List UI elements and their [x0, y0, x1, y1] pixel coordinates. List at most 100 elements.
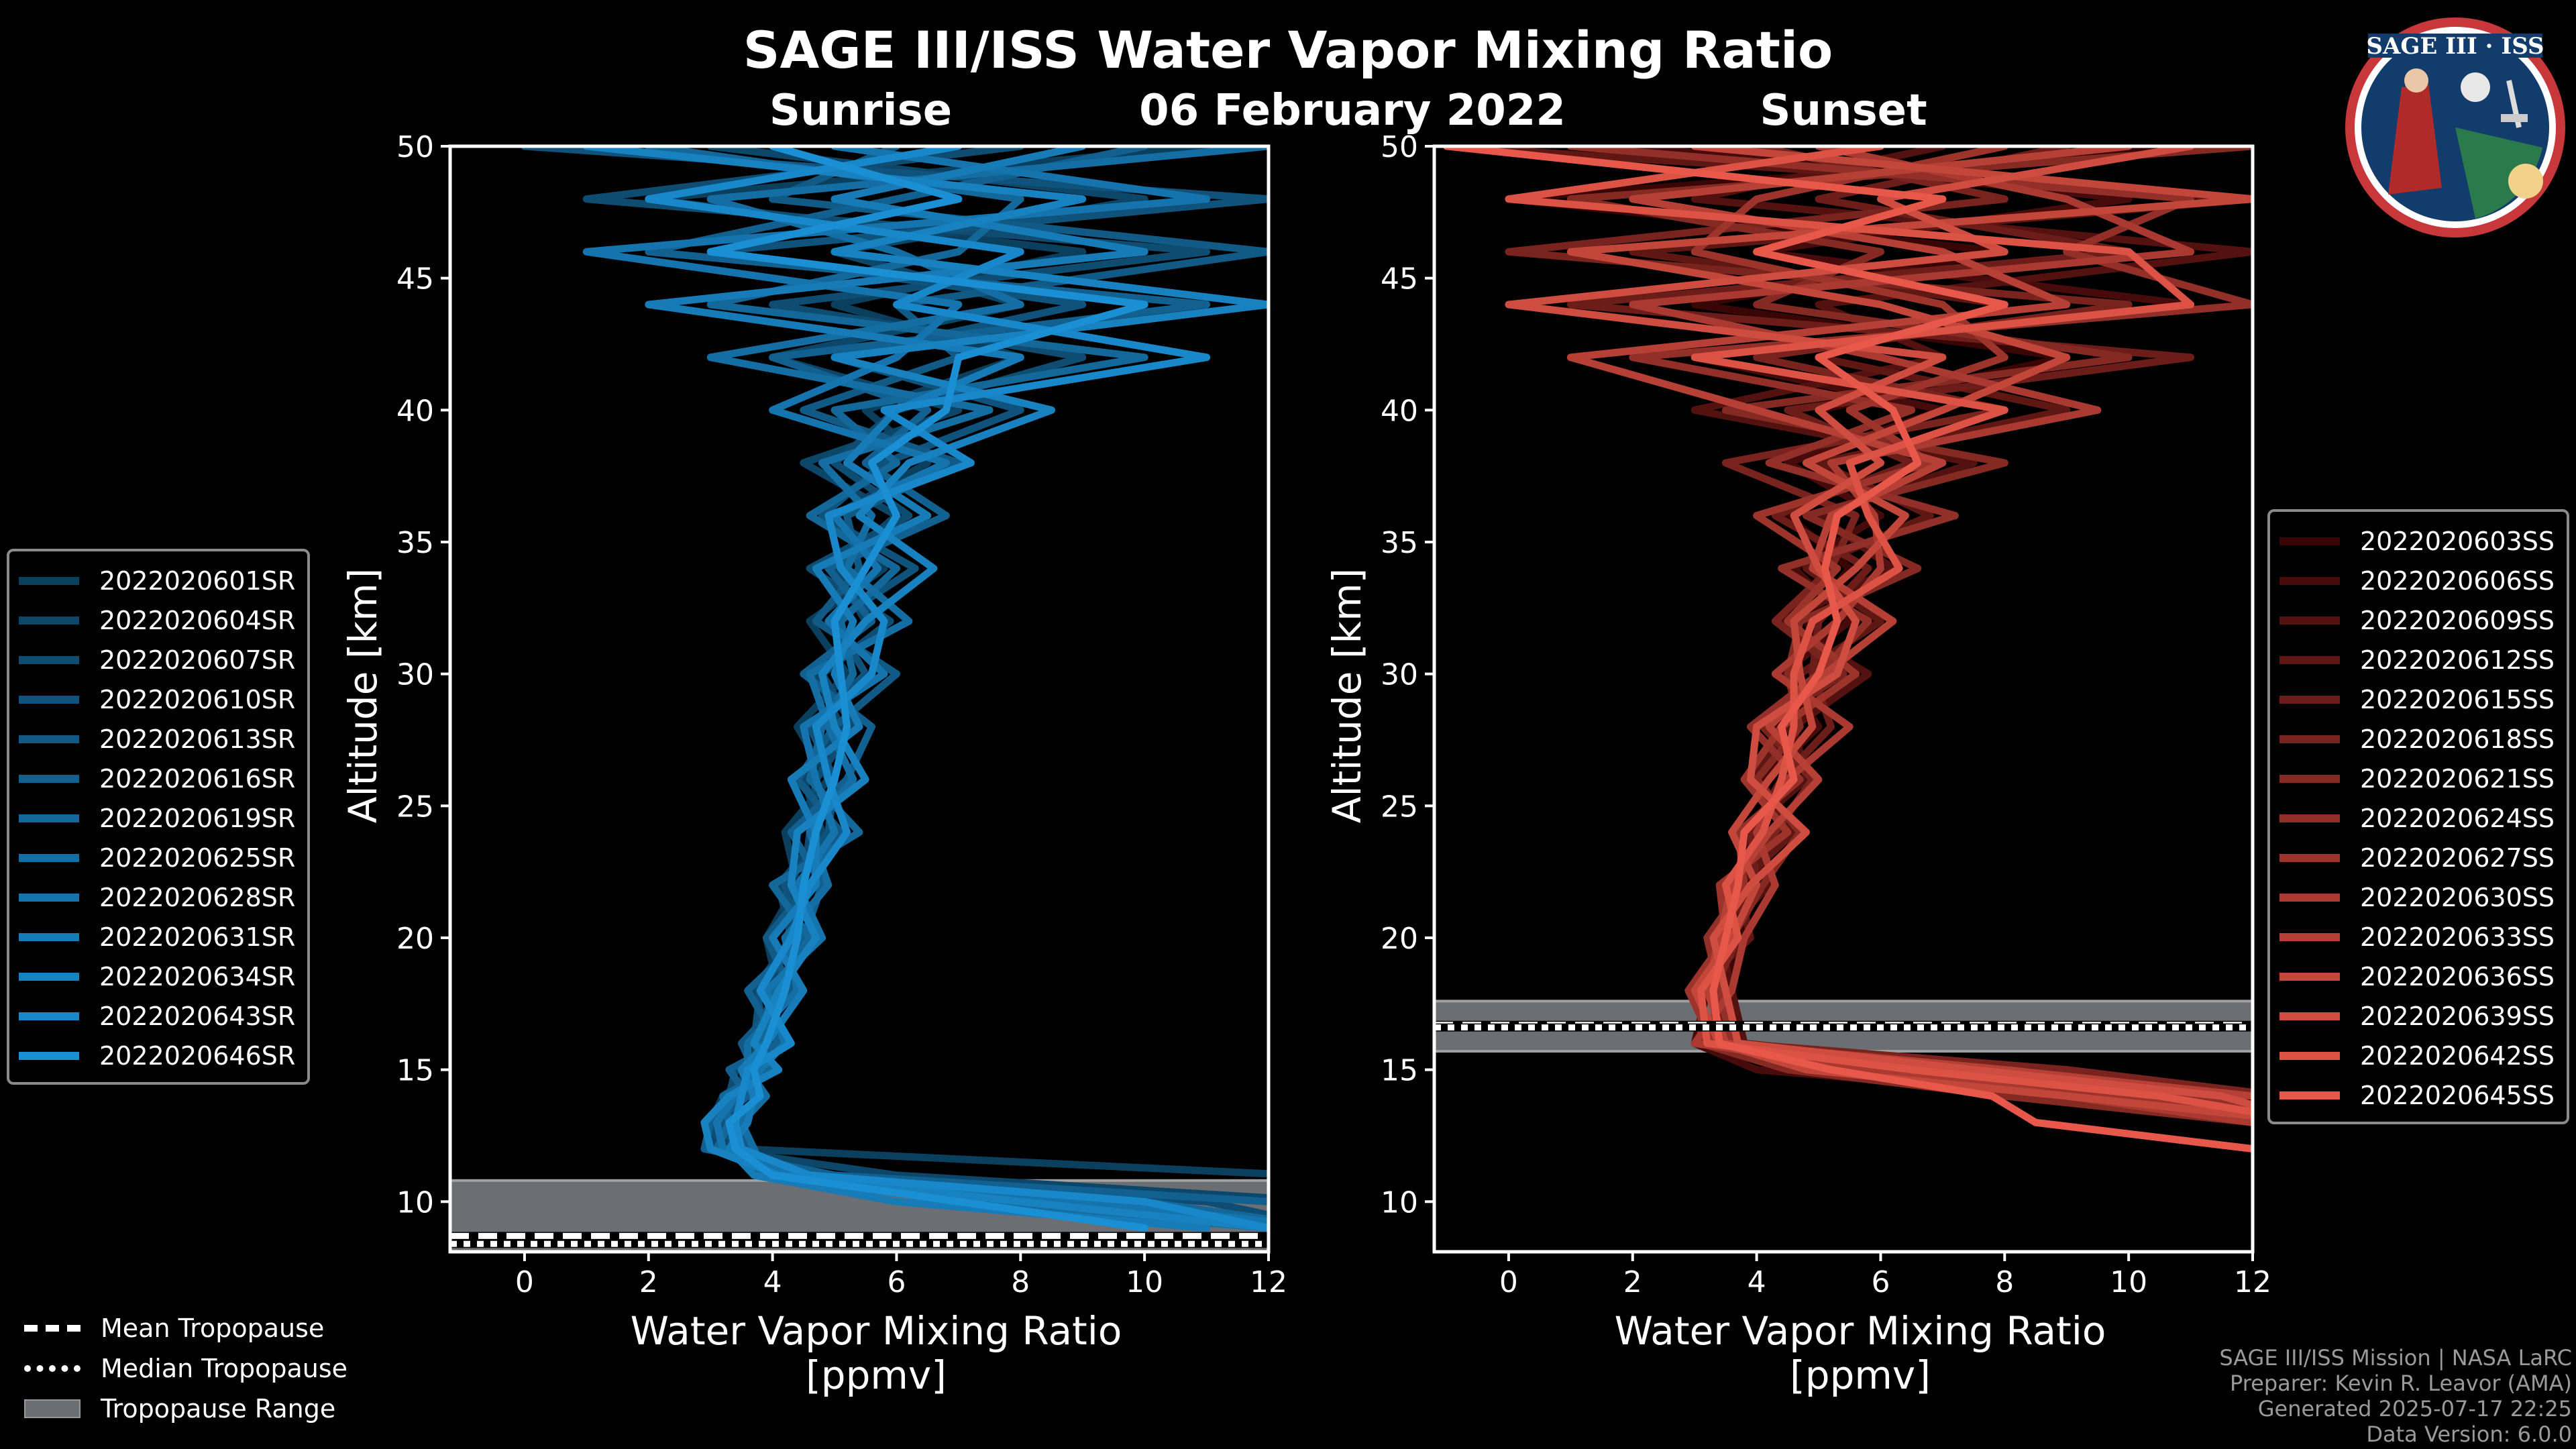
legend-item: 2022020633SS — [2279, 917, 2555, 957]
legend-item: 2022020646SR — [19, 1036, 295, 1075]
chart-title: SAGE III/ISS Water Vapor Mixing Ratio — [743, 20, 1833, 80]
legend-label: 2022020625SR — [99, 843, 296, 873]
profile-line-2022020628SR — [582, 146, 1269, 1226]
legend-swatch — [19, 1051, 79, 1060]
profile-line-2022020645SS — [1443, 146, 2253, 1153]
legend-item-median: Median Tropopause — [24, 1348, 347, 1389]
legend-label: 2022020613SR — [99, 724, 296, 754]
x-tick-label: 12 — [2234, 1265, 2271, 1299]
legend-item: 2022020643SR — [19, 996, 295, 1036]
legend-swatch — [2279, 537, 2340, 545]
x-tick-label: 8 — [1011, 1265, 1030, 1299]
dashed-line-swatch — [24, 1325, 80, 1332]
legend-label: 2022020643SR — [99, 1001, 296, 1031]
legend-label: 2022020634SR — [99, 961, 296, 991]
svg-text:SAGE III · ISS: SAGE III · ISS — [2366, 33, 2544, 60]
legend-swatch — [2279, 774, 2340, 783]
legend-swatch — [2279, 576, 2340, 585]
legend-item: 2022020618SS — [2279, 719, 2555, 759]
legend-label: 2022020616SR — [99, 763, 296, 794]
y-tick-label: 25 — [396, 790, 434, 824]
legend-label: 2022020627SS — [2360, 843, 2555, 873]
legend-swatch — [2279, 616, 2340, 625]
x-axis-title: Water Vapor Mixing Ratio — [1615, 1308, 2106, 1354]
profile-line-2022020634SR — [582, 146, 1269, 1232]
sunrise-subtitle: Sunrise — [769, 86, 953, 136]
legend-swatch — [2279, 695, 2340, 704]
legend-swatch — [19, 853, 79, 862]
legend-item: 2022020604SR — [19, 600, 295, 640]
legend-item: 2022020616SR — [19, 759, 295, 798]
plot-area-sunrise — [450, 146, 1269, 1252]
y-tick-label: 40 — [396, 394, 434, 428]
legend-swatch — [19, 735, 79, 743]
credit-line: SAGE III/ISS Mission | NASA LaRC — [2219, 1345, 2572, 1371]
legend-swatch — [2279, 893, 2340, 902]
profile-line-2022020646SR — [706, 146, 1148, 1232]
legend-item: 2022020636SS — [2279, 957, 2555, 996]
legend-label: 2022020606SS — [2360, 566, 2555, 596]
x-tick-label: 12 — [1250, 1265, 1287, 1299]
profile-line-2022020643SR — [645, 146, 1269, 1232]
x-tick-label: 0 — [1499, 1265, 1518, 1299]
legend-swatch — [19, 972, 79, 981]
legend-swatch — [19, 576, 79, 585]
y-tick-label: 35 — [396, 526, 434, 560]
legend-label: 2022020633SS — [2360, 922, 2555, 952]
credits: SAGE III/ISS Mission | NASA LaRC Prepare… — [2219, 1345, 2572, 1447]
profile-line-2022020624SS — [1566, 146, 2253, 1114]
x-tick-label: 6 — [887, 1265, 906, 1299]
legend-label: 2022020621SS — [2360, 763, 2555, 794]
y-axis-title: Altitude [km] — [340, 568, 386, 823]
gray-box-swatch — [24, 1399, 80, 1418]
legend-label: 2022020603SS — [2360, 526, 2555, 556]
legend-label: 2022020609SS — [2360, 605, 2555, 635]
dotted-line-swatch — [24, 1365, 80, 1372]
legend-label: 2022020610SR — [99, 684, 296, 714]
sunrise-legend: 2022020601SR 2022020604SR 2022020607SR 2022… — [7, 549, 311, 1085]
legend-item: 2022020619SR — [19, 798, 295, 838]
legend-label: 2022020618SS — [2360, 724, 2555, 754]
legend-swatch — [2279, 972, 2340, 981]
legend-item: 2022020627SS — [2279, 838, 2555, 877]
x-tick-label: 2 — [639, 1265, 658, 1299]
tropopause-legend: Mean Tropopause Median Tropopause Tropop… — [24, 1308, 347, 1429]
legend-item: 2022020607SR — [19, 640, 295, 680]
legend-item: 2022020631SR — [19, 917, 295, 957]
legend-item: 2022020624SS — [2279, 798, 2555, 838]
x-axis-unit: [ppmv] — [806, 1352, 947, 1398]
legend-item-range: Tropopause Range — [24, 1389, 347, 1429]
legend-item: 2022020606SS — [2279, 561, 2555, 600]
legend-swatch — [19, 655, 79, 664]
legend-label: 2022020646SR — [99, 1040, 296, 1071]
legend-label: 2022020642SS — [2360, 1040, 2555, 1071]
legend-swatch — [19, 932, 79, 941]
legend-swatch — [19, 1012, 79, 1020]
y-tick-label: 15 — [1381, 1054, 1418, 1088]
legend-swatch — [19, 814, 79, 822]
x-tick-label: 4 — [763, 1265, 782, 1299]
y-tick-label: 10 — [1381, 1185, 1418, 1220]
legend-label: 2022020639SS — [2360, 1001, 2555, 1031]
legend-item: 2022020610SR — [19, 680, 295, 719]
legend-item: 2022020639SS — [2279, 996, 2555, 1036]
sunset-subtitle: Sunset — [1760, 86, 1927, 136]
axes-frame — [1432, 144, 2255, 1254]
credit-line: Generated 2025-07-17 22:25 — [2257, 1396, 2572, 1421]
y-tick-label: 15 — [396, 1054, 434, 1088]
legend-label: 2022020628SR — [99, 882, 296, 912]
legend-item: 2022020609SS — [2279, 600, 2555, 640]
credit-line: Data Version: 6.0.0 — [2366, 1421, 2572, 1447]
y-tick-label: 50 — [1381, 130, 1418, 164]
legend-item: 2022020621SS — [2279, 759, 2555, 798]
legend-swatch — [2279, 814, 2340, 822]
x-tick-label: 6 — [1871, 1265, 1890, 1299]
legend-item-mean: Mean Tropopause — [24, 1308, 347, 1348]
legend-label: 2022020612SS — [2360, 645, 2555, 675]
legend-swatch — [2279, 735, 2340, 743]
legend-label: 2022020607SR — [99, 645, 296, 675]
x-axis-title: Water Vapor Mixing Ratio — [631, 1308, 1122, 1354]
x-tick-label: 2 — [1623, 1265, 1642, 1299]
y-tick-label: 35 — [1381, 526, 1418, 560]
